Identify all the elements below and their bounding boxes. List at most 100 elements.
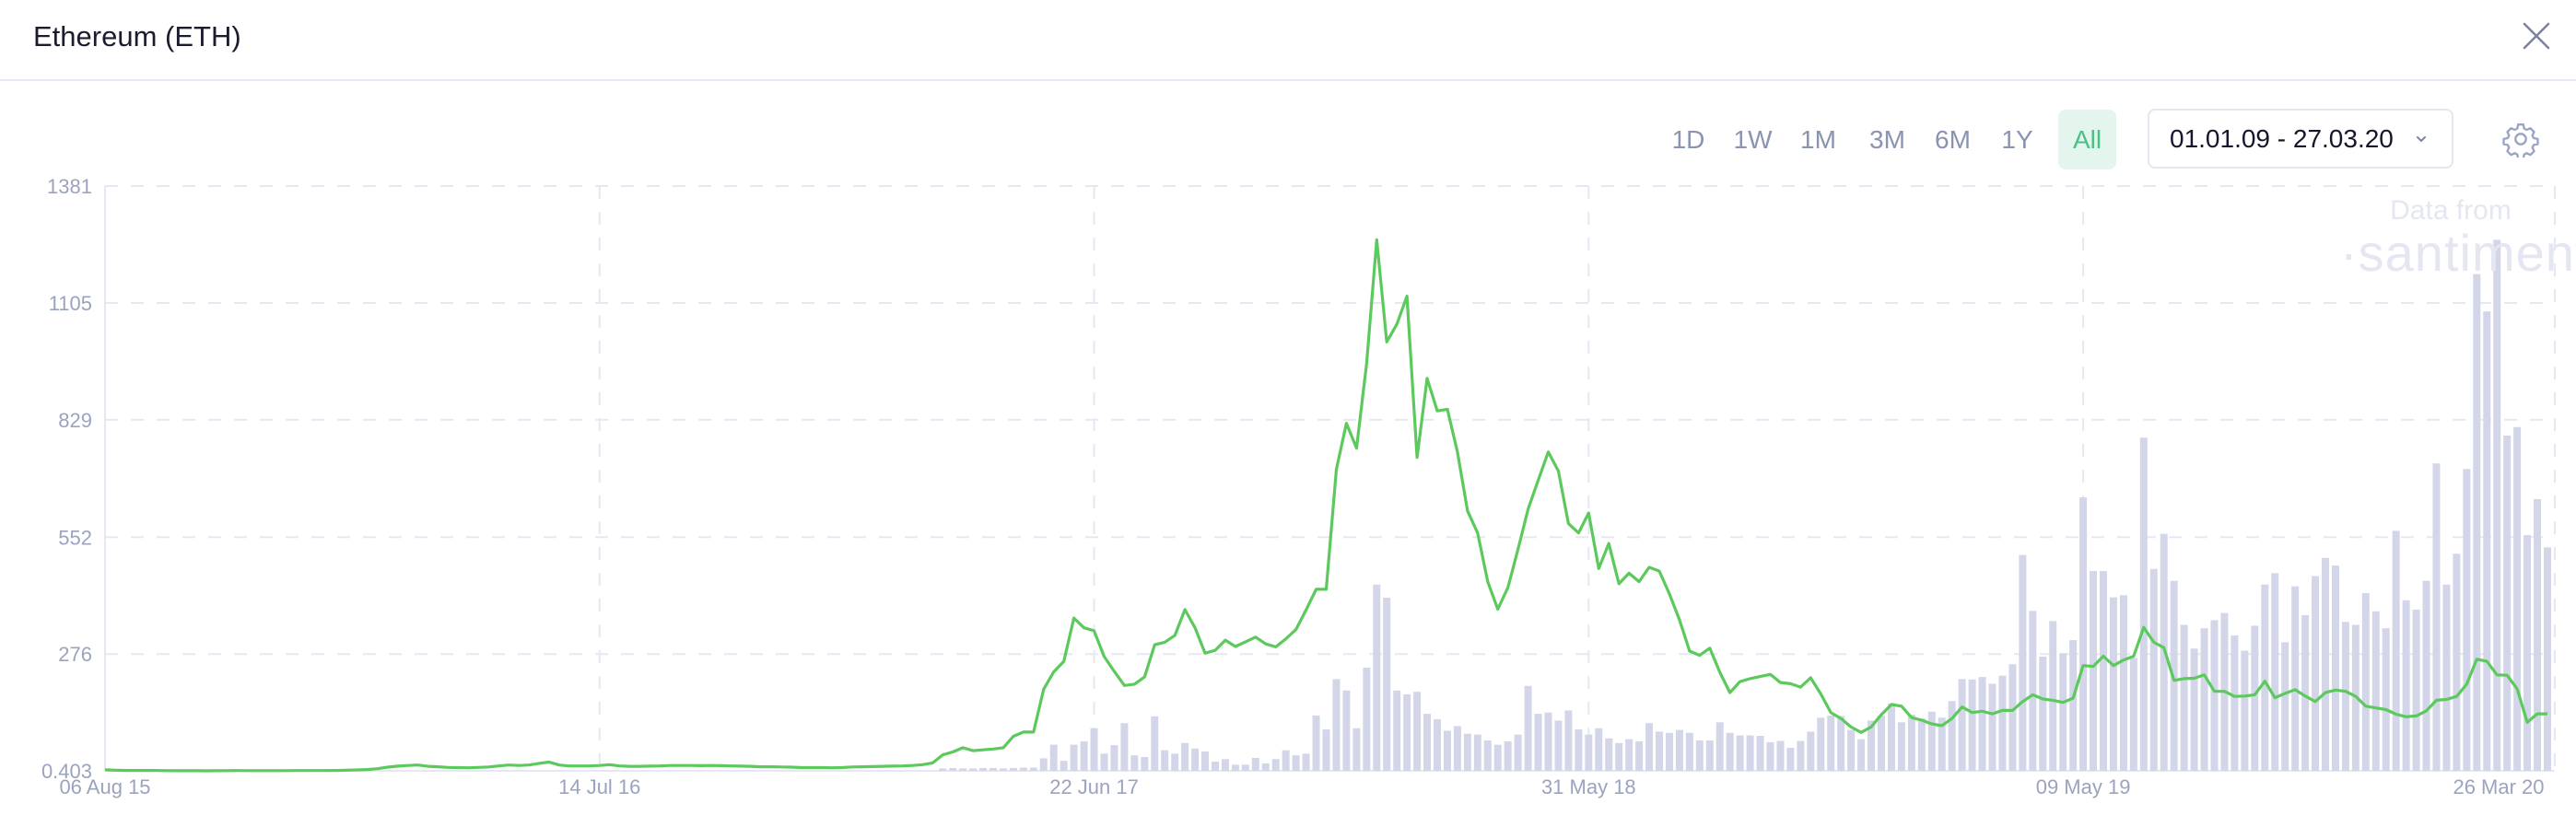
volume-bar	[979, 767, 988, 771]
volume-bar	[1927, 711, 1936, 771]
santiment-watermark: Data from ·santiment·	[2340, 195, 2576, 283]
volume-bar	[2079, 497, 2088, 771]
volume-bar	[1715, 722, 1724, 771]
volume-bar	[1403, 693, 1411, 771]
volume-bar	[1756, 736, 1764, 771]
volume-bar	[1292, 755, 1300, 771]
volume-bar	[2453, 553, 2461, 771]
volume-bar	[1231, 764, 1239, 771]
volume-bar	[1878, 715, 1885, 771]
gear-icon[interactable]	[2502, 121, 2539, 157]
volume-bar	[2129, 658, 2137, 771]
volume-bar	[2291, 586, 2300, 771]
range-1m-button[interactable]: 1M	[1800, 125, 1836, 154]
volume-bar	[2432, 463, 2441, 771]
volume-bar	[1181, 742, 1189, 771]
volume-bar	[1302, 753, 1310, 771]
volume-bar	[2402, 600, 2410, 771]
volume-bar	[1009, 767, 1017, 771]
x-axis-labels: 06 Aug 15 14 Jul 16 22 Jun 17 31 May 18 09 M…	[59, 775, 2544, 798]
volume-bar	[2392, 530, 2400, 771]
volume-bar	[2361, 593, 2370, 771]
volume-bar	[1423, 714, 1432, 771]
volume-bar	[1039, 758, 1048, 771]
volume-bar	[1534, 714, 1542, 771]
volume-bar	[1373, 584, 1381, 771]
volume-bar	[1443, 730, 1451, 771]
y-tick-label: 0.403	[41, 760, 92, 783]
volume-bar	[1978, 677, 1986, 771]
y-tick-label: 829	[58, 409, 92, 432]
volume-bar	[2100, 571, 2107, 771]
close-icon[interactable]	[2521, 20, 2552, 52]
volume-bar	[1161, 750, 1169, 771]
volume-bar	[2069, 640, 2078, 771]
volume-bar	[1575, 729, 1583, 771]
volume-bar	[1817, 717, 1825, 771]
volume-bar	[1857, 739, 1866, 771]
volume-bar	[2513, 426, 2522, 771]
volume-bar	[1171, 753, 1179, 771]
volume-bar	[1151, 716, 1159, 771]
volume-bar	[1241, 764, 1249, 771]
volume-bar	[1685, 732, 1693, 771]
volume-bar	[1524, 685, 1532, 771]
volume-bar	[1907, 715, 1915, 771]
x-tick-label: 09 May 19	[2036, 775, 2131, 798]
volume-bar	[1917, 718, 1926, 771]
range-1d-button[interactable]: 1D	[1671, 125, 1705, 154]
volume-bar	[2241, 650, 2249, 771]
volume-bar	[2200, 628, 2208, 771]
volume-bar	[2109, 597, 2117, 771]
volume-bar	[2301, 614, 2310, 771]
volume-bar	[2008, 664, 2017, 771]
x-tick-label: 31 May 18	[1541, 775, 1636, 798]
volume-bar	[1797, 740, 1805, 771]
volume-bar	[1968, 679, 1976, 771]
volume-bar	[2442, 584, 2451, 771]
volume-bar	[1736, 735, 1744, 771]
volume-bar	[1090, 728, 1098, 771]
volume-bar	[2371, 611, 2380, 771]
volume-bar	[2341, 622, 2349, 771]
y-tick-label: 276	[58, 643, 92, 666]
volume-bar	[1837, 716, 1845, 771]
date-range-dropdown[interactable]: 01.01.09 - 27.03.20	[2148, 109, 2453, 169]
x-tick-label: 26 Mar 20	[2453, 775, 2544, 798]
volume-bar	[1393, 690, 1401, 771]
volume-bar	[2463, 469, 2471, 771]
volume-bar	[1645, 723, 1654, 771]
volume-bar	[1029, 767, 1037, 771]
x-tick-label: 06 Aug 15	[59, 775, 150, 798]
x-tick-label: 22 Jun 17	[1049, 775, 1139, 798]
volume-bar	[1766, 741, 1774, 771]
volume-bar	[2029, 611, 2037, 771]
volume-bar	[1665, 732, 1673, 771]
volume-bar	[2180, 624, 2188, 771]
volume-bar	[2139, 437, 2148, 771]
volume-bar	[1130, 755, 1139, 771]
volume-bar	[2322, 557, 2329, 771]
range-6m-button[interactable]: 6M	[1935, 125, 1971, 154]
volume-bar	[2523, 534, 2532, 771]
volume-bar	[2231, 635, 2239, 771]
volume-bar	[1221, 759, 1229, 771]
volume-bar	[1868, 720, 1876, 771]
range-all-button[interactable]: All	[2058, 110, 2116, 169]
y-tick-label: 552	[58, 526, 92, 549]
volume-bar	[2281, 642, 2289, 771]
range-1y-button[interactable]: 1Y	[2001, 125, 2033, 154]
volume-bar	[1383, 598, 1391, 771]
volume-bar	[1675, 729, 1683, 771]
volume-bar	[1271, 759, 1280, 771]
range-3m-button[interactable]: 3M	[1869, 125, 1905, 154]
range-1w-button[interactable]: 1W	[1733, 125, 1773, 154]
chevron-down-icon	[2417, 136, 2426, 143]
volume-bar	[1514, 734, 1522, 771]
volume-bar	[1807, 731, 1815, 771]
volume-bar	[1201, 751, 1210, 771]
volume-bar	[1110, 745, 1118, 771]
volume-bar	[1827, 715, 1835, 771]
volume-bar	[1625, 739, 1633, 771]
volume-bar	[1887, 703, 1895, 771]
